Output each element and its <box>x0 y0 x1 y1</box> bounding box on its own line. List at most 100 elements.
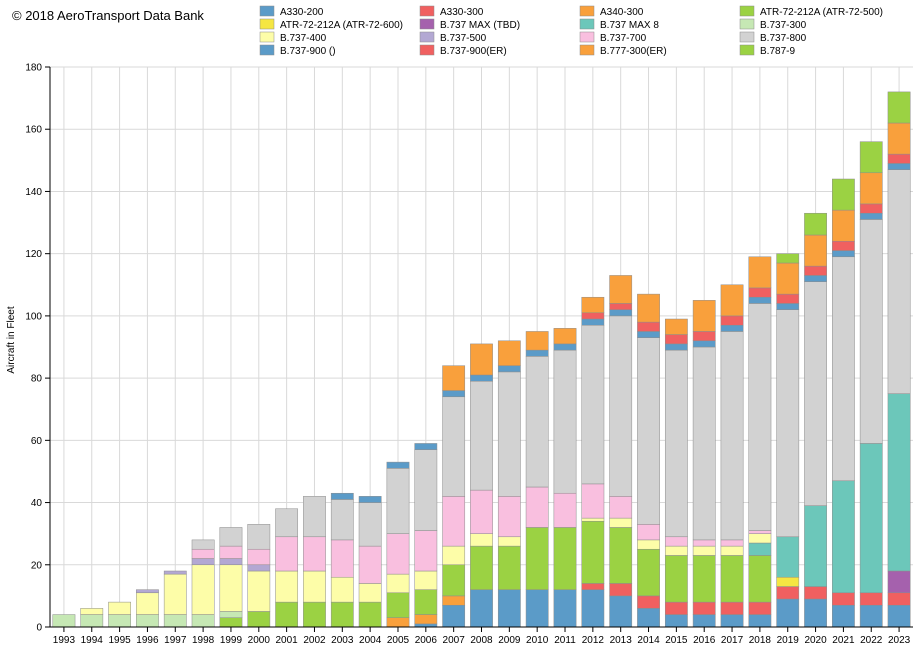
bar-segment <box>136 592 159 615</box>
bar-segment <box>442 595 466 606</box>
copyright-text: © 2018 AeroTransport Data Bank <box>12 8 204 23</box>
bar-segment <box>664 318 688 335</box>
bar-segment <box>887 153 911 164</box>
bar-segment <box>52 614 76 628</box>
bar-segment <box>720 331 744 541</box>
x-tick-label: 1998 <box>192 635 215 646</box>
x-tick-label: 2023 <box>888 635 911 646</box>
bar-segment <box>108 614 131 628</box>
legend-label: B.737 MAX (TBD) <box>440 20 520 31</box>
legend-label: B.777-300(ER) <box>600 46 667 57</box>
bar-segment <box>358 545 382 584</box>
x-tick-label: 2003 <box>331 635 354 646</box>
x-tick-label: 2019 <box>777 635 800 646</box>
y-tick-label: 180 <box>25 63 42 74</box>
bar-segment <box>832 178 855 211</box>
bar-segment <box>330 539 354 578</box>
bar-segment <box>720 539 744 547</box>
x-tick-labels: 1993 1994 1995 1996 1997 1998 1999 2000 2001 2002… <box>53 627 911 646</box>
bar-segment <box>553 492 577 528</box>
bar-segment <box>442 564 466 597</box>
legend-swatch <box>579 44 595 56</box>
bar-segment <box>581 483 605 519</box>
bar-segment <box>497 365 521 373</box>
bar-segment <box>664 536 688 547</box>
bar-segment <box>470 589 493 628</box>
bar-segment <box>581 589 605 628</box>
y-tick-label: 160 <box>25 125 42 136</box>
bar-segment <box>553 328 577 345</box>
legend-label: B.787-9 <box>760 46 795 57</box>
legend-label: B.737-500 <box>440 33 487 44</box>
bar-segment <box>525 527 549 590</box>
bar-segment <box>804 212 827 236</box>
bar-segment <box>386 461 410 469</box>
x-tick-label: 2013 <box>610 635 633 646</box>
bar-segment <box>108 601 131 615</box>
bar-segment <box>386 617 410 628</box>
bar-segment <box>470 343 493 376</box>
y-axis-label: Aircraft in Fleet <box>6 306 17 373</box>
bar-segment <box>692 346 716 541</box>
x-tick-label: 2007 <box>443 635 466 646</box>
legend-swatch <box>419 18 435 30</box>
bar-segment <box>191 548 215 559</box>
legend-label: B.737-700 <box>600 33 647 44</box>
bar-segment <box>720 555 744 603</box>
bar-segment <box>247 564 271 572</box>
bar-segment <box>748 601 772 615</box>
bar-segment <box>748 555 772 603</box>
bar-segment <box>414 530 438 572</box>
x-tick-label: 1993 <box>53 635 76 646</box>
bar-segment <box>386 533 410 575</box>
bar-segment <box>136 589 159 594</box>
legend-label: B.737-900(ER) <box>440 46 507 57</box>
bar-segment <box>275 601 299 628</box>
bar-segment <box>80 608 104 615</box>
bar-segment <box>303 601 326 628</box>
bar-segment <box>358 502 382 547</box>
x-tick-label: 2018 <box>749 635 772 646</box>
bar-segment <box>637 595 660 609</box>
bar-segment <box>664 349 688 538</box>
bar-segment <box>442 604 466 628</box>
bar-segment <box>386 573 410 594</box>
bar-segment <box>191 558 215 566</box>
legend-label: A330-300 <box>440 7 484 18</box>
bar-segment <box>692 614 716 628</box>
bar-segment <box>247 611 271 628</box>
bar-segment <box>581 520 605 584</box>
bar-segment <box>609 309 633 317</box>
bar-segment <box>720 614 744 628</box>
bar-segment <box>219 611 243 618</box>
bar-segment <box>637 548 660 597</box>
bar-segment <box>330 601 354 628</box>
legend-swatch <box>739 5 755 17</box>
bar-segment <box>303 496 326 538</box>
bar-segment <box>497 371 521 497</box>
bar-segment <box>859 203 883 214</box>
bar-segment <box>776 576 800 587</box>
bar-segment <box>553 349 577 494</box>
bar-segment <box>637 539 660 550</box>
x-tick-label: 2000 <box>248 635 271 646</box>
x-tick-label: 1994 <box>81 635 104 646</box>
bar-segment <box>832 604 855 628</box>
bar-segment <box>247 548 271 566</box>
bar-segment <box>692 340 716 348</box>
legend-label: B.737-900 () <box>280 46 336 57</box>
bar-segment <box>136 614 159 628</box>
bar-segment <box>581 583 605 590</box>
x-tick-label: 2021 <box>832 635 855 646</box>
bar-segment <box>358 496 382 503</box>
bar-segment <box>887 570 911 594</box>
legend-swatch <box>259 18 275 30</box>
y-tick-label: 0 <box>36 623 42 634</box>
bar-segment <box>470 545 493 590</box>
bar-segment <box>887 91 911 124</box>
bar-segment <box>692 545 716 556</box>
legend-label: B.737-300 <box>760 20 807 31</box>
x-tick-label: 2012 <box>582 635 605 646</box>
bar-segment <box>581 312 605 320</box>
x-tick-label: 2005 <box>387 635 410 646</box>
